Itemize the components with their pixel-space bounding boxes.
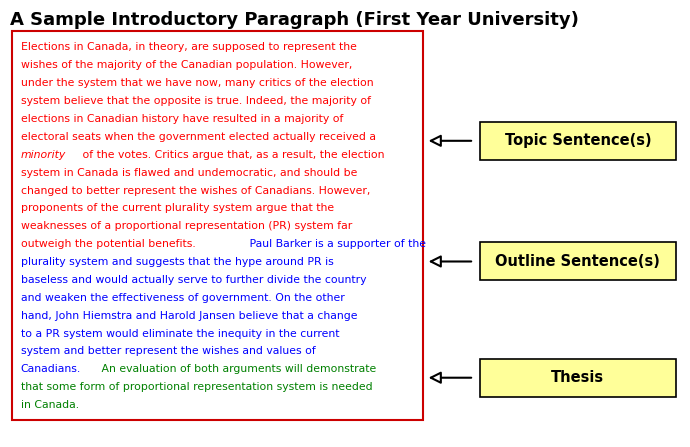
Text: hand, John Hiemstra and Harold Jansen believe that a change: hand, John Hiemstra and Harold Jansen be… [21,311,357,320]
Text: electoral seats when the government elected actually received a: electoral seats when the government elec… [21,132,375,142]
Text: proponents of the current plurality system argue that the: proponents of the current plurality syst… [21,203,334,213]
Bar [480,358,676,397]
Text: system believe that the opposite is true. Indeed, the majority of: system believe that the opposite is true… [21,96,371,106]
Text: minority: minority [21,150,66,160]
Text: An evaluation of both arguments will demonstrate: An evaluation of both arguments will dem… [99,364,377,374]
Text: system in Canada is flawed and undemocratic, and should be: system in Canada is flawed and undemocra… [21,168,357,177]
Bar [12,31,423,420]
Bar [480,242,676,281]
Text: system and better represent the wishes and values of: system and better represent the wishes a… [21,346,315,356]
Text: Elections in Canada, in theory, are supposed to represent the: Elections in Canada, in theory, are supp… [21,42,357,52]
Text: Paul Barker is a supporter of the: Paul Barker is a supporter of the [246,239,426,249]
Text: to a PR system would eliminate the inequity in the current: to a PR system would eliminate the inequ… [21,329,339,338]
Text: wishes of the majority of the Canadian population. However,: wishes of the majority of the Canadian p… [21,60,352,70]
Text: Thesis: Thesis [551,370,604,385]
Text: under the system that we have now, many critics of the election: under the system that we have now, many … [21,78,373,88]
Bar [480,122,676,160]
Text: of the votes. Critics argue that, as a result, the election: of the votes. Critics argue that, as a r… [79,150,384,160]
Text: elections in Canadian history have resulted in a majority of: elections in Canadian history have resul… [21,114,343,124]
Text: plurality system and suggests that the hype around PR is: plurality system and suggests that the h… [21,257,333,267]
Text: A Sample Introductory Paragraph (First Year University): A Sample Introductory Paragraph (First Y… [10,11,579,29]
Text: that some form of proportional representation system is needed: that some form of proportional represent… [21,382,373,392]
Text: Canadians.: Canadians. [21,364,81,374]
Text: and weaken the effectiveness of government. On the other: and weaken the effectiveness of governme… [21,293,344,303]
Text: in Canada.: in Canada. [21,400,79,410]
Text: Topic Sentence(s): Topic Sentence(s) [504,133,651,148]
Text: Outline Sentence(s): Outline Sentence(s) [495,254,660,269]
Text: changed to better represent the wishes of Canadians. However,: changed to better represent the wishes o… [21,186,370,195]
Text: weaknesses of a proportional representation (PR) system far: weaknesses of a proportional representat… [21,221,352,231]
Text: baseless and would actually serve to further divide the country: baseless and would actually serve to fur… [21,275,366,285]
Text: outweigh the potential benefits.: outweigh the potential benefits. [21,239,195,249]
